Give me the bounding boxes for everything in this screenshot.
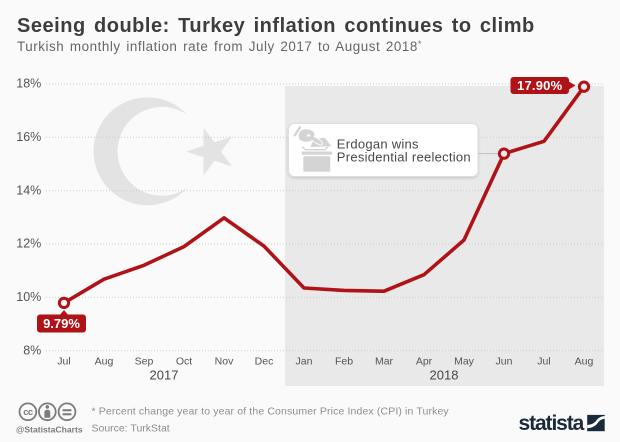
svg-text:14%: 14% xyxy=(16,183,41,197)
svg-text:9.79%: 9.79% xyxy=(43,316,80,331)
svg-text:Aug: Aug xyxy=(575,356,594,368)
svg-text:* Percent change year to year: * Percent change year to year of the Con… xyxy=(92,406,450,418)
svg-text:Source: TurkStat: Source: TurkStat xyxy=(92,422,170,434)
svg-text:Feb: Feb xyxy=(335,356,353,368)
svg-text:Jul: Jul xyxy=(57,356,70,368)
svg-text:Jun: Jun xyxy=(496,356,513,368)
svg-text:Jan: Jan xyxy=(296,356,313,368)
svg-text:Oct: Oct xyxy=(176,356,192,368)
svg-text:Nov: Nov xyxy=(215,356,234,368)
svg-text:Aug: Aug xyxy=(95,356,114,368)
svg-text:18%: 18% xyxy=(16,77,41,91)
svg-text:statista: statista xyxy=(519,412,585,435)
svg-text:Jul: Jul xyxy=(537,356,550,368)
svg-text:Erdogan wins: Erdogan wins xyxy=(337,136,419,151)
svg-text:10%: 10% xyxy=(16,290,41,304)
svg-text:8%: 8% xyxy=(23,343,41,357)
svg-text:May: May xyxy=(454,356,475,368)
svg-text:16%: 16% xyxy=(16,130,41,144)
svg-text:Sep: Sep xyxy=(135,356,154,368)
svg-text:12%: 12% xyxy=(16,237,41,251)
svg-text:2017: 2017 xyxy=(150,368,179,383)
svg-text:2018: 2018 xyxy=(430,368,459,383)
svg-text:Apr: Apr xyxy=(416,356,433,368)
svg-text:@StatistaCharts: @StatistaCharts xyxy=(16,424,83,434)
svg-text:17.90%: 17.90% xyxy=(517,78,563,93)
svg-text:cc: cc xyxy=(23,407,33,418)
svg-text:Dec: Dec xyxy=(255,356,274,368)
svg-text:Presidential reelection: Presidential reelection xyxy=(337,150,471,165)
svg-text:Mar: Mar xyxy=(375,356,394,368)
